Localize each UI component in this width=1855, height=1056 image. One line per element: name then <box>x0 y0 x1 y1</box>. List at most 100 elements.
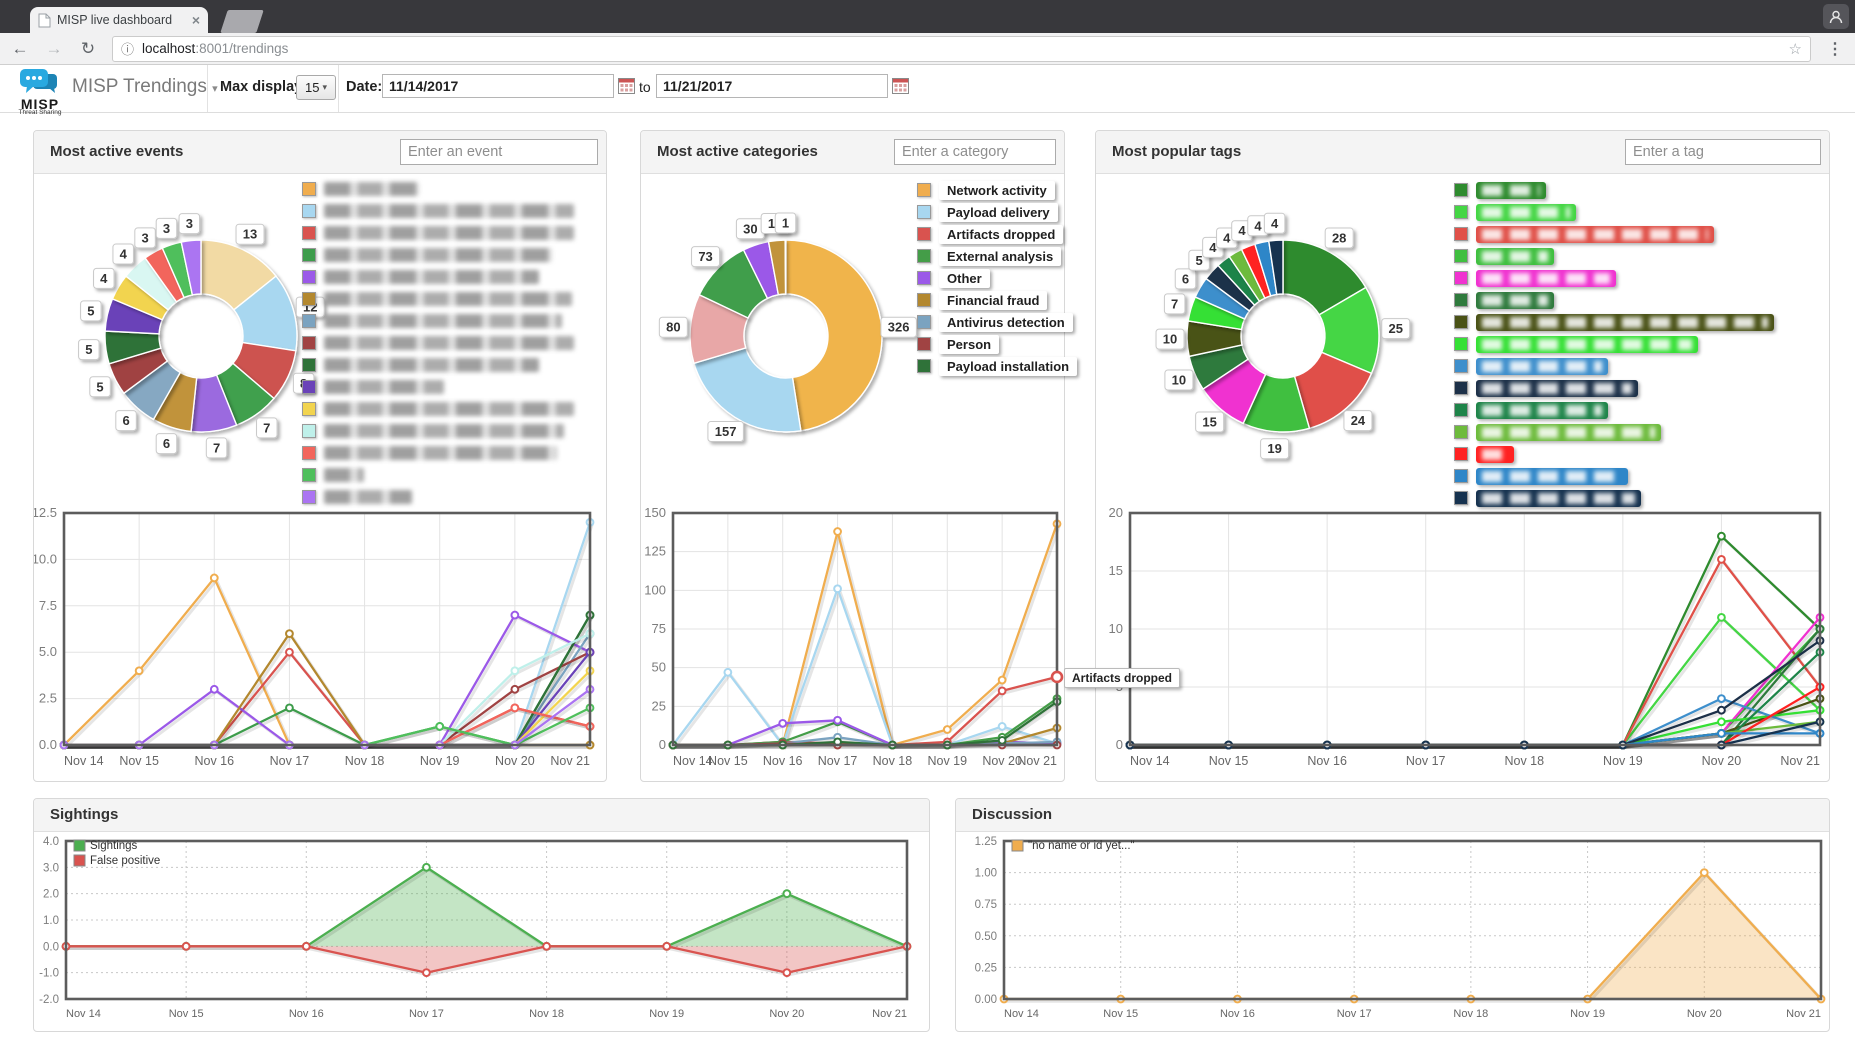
redacted-label <box>324 489 412 504</box>
svg-text:Nov 19: Nov 19 <box>420 754 460 768</box>
svg-text:Nov 19: Nov 19 <box>927 754 967 768</box>
svg-text:Nov 15: Nov 15 <box>1209 754 1249 768</box>
date-from-input[interactable] <box>382 74 614 98</box>
redacted-tag-chip <box>1476 203 1576 221</box>
discussion-area-chart: 1.25 1.00 0.75 0.50 0.25 0.00 Nov 14 Nov 15 Nov … <box>975 836 1826 1020</box>
forward-button[interactable]: → <box>45 38 63 58</box>
svg-text:1.0: 1.0 <box>43 915 59 927</box>
svg-text:0.0: 0.0 <box>39 737 57 752</box>
donut-slice[interactable] <box>784 239 787 295</box>
svg-text:Nov 14: Nov 14 <box>64 754 104 768</box>
donut-slice[interactable] <box>1267 239 1284 296</box>
categories-donut-zone: 326157807330191 Network activityPayload … <box>641 173 1078 501</box>
events-legend <box>302 181 574 511</box>
redacted-label <box>324 357 539 372</box>
donut-value-label: 10 <box>1155 328 1185 350</box>
redacted-tag-chip <box>1476 313 1774 331</box>
categories-legend: Network activity Payload delivery Artifact… <box>917 180 1078 379</box>
legend-swatch <box>1454 425 1468 439</box>
tab-close-icon[interactable]: × <box>191 12 200 28</box>
redacted-label <box>324 203 574 218</box>
svg-text:30: 30 <box>743 221 757 236</box>
sightings-area-chart: 4.0 3.0 2.0 1.0 0.0 -1.0 -2.0 Nov 14 Nov 15 Nov 1… <box>39 836 912 1020</box>
svg-text:25: 25 <box>1389 321 1403 336</box>
categories-line-zone: 150 125 100 75 50 25 0 Nov 14 Nov 15 Nov 16 Nov 17… <box>641 501 1064 783</box>
svg-text:4: 4 <box>1209 240 1217 255</box>
caret-down-icon: ▾ <box>322 82 327 92</box>
svg-text:Nov 21: Nov 21 <box>872 1008 907 1020</box>
misp-logo[interactable]: MISP Threat Sharing <box>14 68 66 116</box>
browser-menu-icon[interactable]: ⋮ <box>1827 40 1843 58</box>
panel-header: Most popular tags <box>1096 131 1829 174</box>
redacted-tag-chip <box>1476 291 1554 309</box>
date-to-input[interactable] <box>656 74 888 98</box>
svg-text:Nov 14: Nov 14 <box>673 754 713 768</box>
svg-text:5: 5 <box>85 342 92 357</box>
svg-text:157: 157 <box>715 424 737 439</box>
svg-text:Nov 16: Nov 16 <box>194 754 234 768</box>
svg-text:7: 7 <box>263 420 270 435</box>
svg-text:-1.0: -1.0 <box>39 968 59 980</box>
panel-title: Most active categories <box>657 143 818 160</box>
donut-value-label: 1 <box>774 212 797 234</box>
legend-item: Antivirus detection <box>917 312 1077 332</box>
svg-text:28: 28 <box>1332 230 1346 245</box>
back-button[interactable]: ← <box>11 38 29 58</box>
donut-slice[interactable] <box>785 239 883 432</box>
nav-title[interactable]: MISP Trendings ▾ <box>72 76 218 98</box>
legend-swatch <box>917 293 931 307</box>
svg-text:0.50: 0.50 <box>975 931 997 943</box>
calendar-icon[interactable] <box>618 78 635 94</box>
legend-label: Payload delivery <box>939 202 1058 222</box>
legend-item <box>1454 423 1774 441</box>
refresh-button[interactable]: ↻ <box>80 38 96 58</box>
legend-swatch <box>302 423 316 438</box>
legend-label: External analysis <box>939 246 1062 266</box>
svg-text:4: 4 <box>1223 230 1231 245</box>
legend-label: Financial fraud <box>939 290 1048 310</box>
legend-label: False positive <box>90 855 160 867</box>
svg-text:Nov 20: Nov 20 <box>1702 754 1742 768</box>
new-tab-button[interactable] <box>220 10 264 33</box>
max-display-value: 15 <box>305 80 320 95</box>
redacted-label <box>324 379 444 394</box>
legend-swatch <box>302 269 316 284</box>
legend-swatch <box>73 839 86 852</box>
donut-slice[interactable] <box>693 347 802 433</box>
svg-text:Nov 18: Nov 18 <box>345 754 385 768</box>
svg-text:1.00: 1.00 <box>975 868 997 880</box>
legend-swatch <box>302 335 316 350</box>
page-info-icon[interactable]: ⓘ <box>121 42 135 57</box>
redacted-tag-chip <box>1476 401 1608 419</box>
svg-text:10.0: 10.0 <box>34 551 57 566</box>
category-search-input[interactable] <box>894 139 1056 165</box>
legend-item <box>302 489 574 504</box>
redacted-tag-chip <box>1476 269 1616 287</box>
legend-label: Antivirus detection <box>939 312 1073 332</box>
caret-down-icon: ▾ <box>212 83 218 95</box>
url-bar[interactable]: ⓘ localhost:8001/trendings ☆ <box>112 35 1811 62</box>
svg-text:-2.0: -2.0 <box>39 994 59 1006</box>
tag-search-input[interactable] <box>1625 139 1821 165</box>
donut-value-label: 15 <box>1195 411 1225 433</box>
calendar-icon[interactable] <box>892 78 909 94</box>
svg-text:150: 150 <box>644 505 666 520</box>
event-search-input[interactable] <box>400 139 598 165</box>
legend-item <box>302 467 574 482</box>
browser-tab[interactable]: MISP live dashboard × <box>30 7 208 33</box>
donut-slice[interactable] <box>180 239 202 296</box>
tab-title: MISP live dashboard <box>57 13 173 27</box>
donut-value-label: 73 <box>691 246 721 268</box>
svg-text:Nov 14: Nov 14 <box>66 1008 101 1020</box>
donut-value-label: 5 <box>89 376 111 398</box>
browser-profile-button[interactable] <box>1823 4 1849 29</box>
legend-swatch <box>302 313 316 328</box>
redacted-tag-chip <box>1476 335 1698 353</box>
bookmark-star-icon[interactable]: ☆ <box>1788 40 1802 58</box>
max-display-select[interactable]: 15 ▾ <box>296 75 336 100</box>
donut-value-label: 7 <box>256 417 278 439</box>
max-display-label: Max display: <box>220 79 308 95</box>
svg-text:4: 4 <box>120 247 128 262</box>
